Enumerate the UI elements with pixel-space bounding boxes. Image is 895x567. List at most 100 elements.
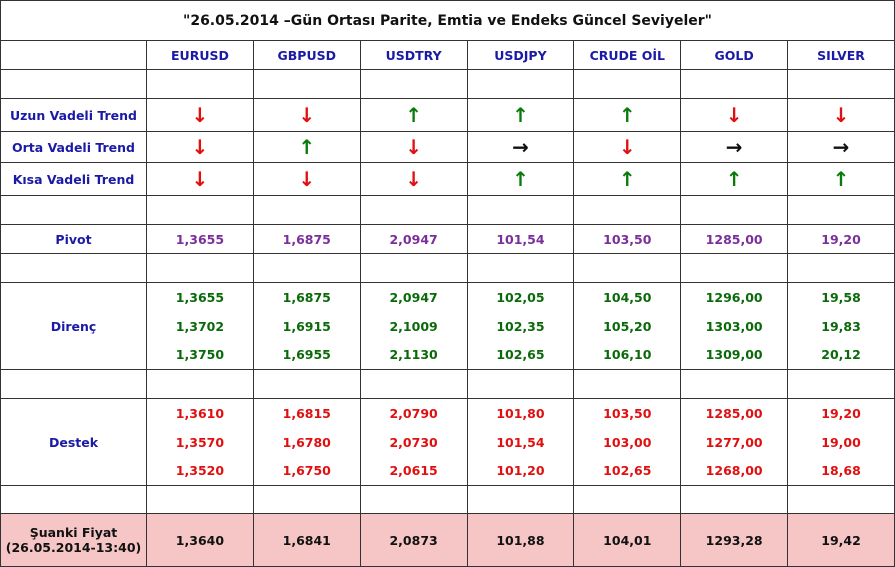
support-value: 101,20 — [466, 456, 575, 486]
empty-row — [0, 485, 895, 514]
support-value: 1,6750 — [252, 456, 361, 486]
empty-cell — [680, 253, 789, 283]
support-value: 19,20 — [787, 398, 895, 428]
column-header: EURUSD — [146, 40, 254, 70]
resistance-row: 1,3702 1,6915 2,1009 102,35 105,20 1303,00 19,… — [1, 311, 895, 341]
resistance-value: 2,1130 — [359, 340, 468, 370]
empty-cell — [0, 40, 147, 70]
empty-cell — [146, 195, 254, 225]
support-value: 101,54 — [466, 427, 575, 457]
empty-cell — [0, 485, 147, 514]
resistance-value: 1,3702 — [146, 311, 254, 341]
empty-cell — [252, 485, 361, 514]
empty-cell — [359, 485, 468, 514]
resistance-value: 102,05 — [466, 282, 575, 312]
current-value: 1,3640 — [146, 513, 254, 567]
empty-cell — [787, 369, 895, 399]
pivot-value: 101,54 — [466, 224, 575, 254]
row-label: Direnç — [0, 282, 147, 370]
empty-cell — [573, 253, 682, 283]
empty-cell — [146, 485, 254, 514]
support-value: 19,00 — [787, 427, 895, 457]
trend-arrow: ↑ — [573, 98, 682, 132]
title-row: "26.05.2014 –Gün Ortası Parite, Emtia ve… — [0, 0, 895, 41]
empty-cell — [573, 485, 682, 514]
support-value: 2,0790 — [359, 398, 468, 428]
current-value: 104,01 — [573, 513, 682, 567]
resistance-value: 1,3655 — [146, 282, 254, 312]
support-value: 1,3570 — [146, 427, 254, 457]
pivot-value: 1,6875 — [252, 224, 361, 254]
trend-arrow: ↓ — [573, 131, 682, 163]
trend-arrow: ↓ — [252, 98, 361, 132]
empty-cell — [573, 369, 682, 399]
support-value: 1,6815 — [252, 398, 361, 428]
trend-arrow: ↓ — [146, 162, 254, 196]
title: "26.05.2014 –Gün Ortası Parite, Emtia ve… — [0, 0, 895, 41]
empty-cell — [0, 195, 147, 225]
support-value: 18,68 — [787, 456, 895, 486]
resistance-value: 1,6915 — [252, 311, 361, 341]
pivot-value: 1285,00 — [680, 224, 789, 254]
empty-row — [0, 195, 895, 225]
trend-arrow: ↑ — [466, 98, 575, 132]
empty-cell — [359, 69, 468, 99]
trend-arrow: → — [787, 131, 895, 163]
row-label: Destek — [0, 398, 147, 486]
current-value: 19,42 — [787, 513, 895, 567]
resistance-value: 104,50 — [573, 282, 682, 312]
empty-cell — [680, 369, 789, 399]
resistance-value: 20,12 — [787, 340, 895, 370]
trend-arrow: ↓ — [146, 98, 254, 132]
trend-arrow: ↑ — [573, 162, 682, 196]
empty-cell — [359, 369, 468, 399]
column-header: USDTRY — [359, 40, 468, 70]
empty-cell — [0, 369, 147, 399]
empty-cell — [466, 195, 575, 225]
resistance-value: 105,20 — [573, 311, 682, 341]
empty-cell — [146, 253, 254, 283]
empty-cell — [359, 195, 468, 225]
empty-cell — [146, 69, 254, 99]
empty-cell — [359, 253, 468, 283]
column-header: GBPUSD — [252, 40, 361, 70]
empty-cell — [466, 69, 575, 99]
empty-cell — [252, 69, 361, 99]
support-row: 1,3520 1,6750 2,0615 101,20 102,65 1268,00 18,… — [1, 456, 895, 486]
row-label: Orta Vadeli Trend — [0, 131, 147, 163]
trend-row: Uzun Vadeli Trend ↓ ↓ ↑ ↑ ↑ ↓ ↓ — [0, 98, 895, 132]
resistance-value: 106,10 — [573, 340, 682, 370]
empty-cell — [252, 369, 361, 399]
support-value: 101,80 — [466, 398, 575, 428]
support-value: 2,0730 — [359, 427, 468, 457]
resistance-value: 19,83 — [787, 311, 895, 341]
resistance-value: 1,6875 — [252, 282, 361, 312]
empty-cell — [252, 253, 361, 283]
resistance-value: 1,6955 — [252, 340, 361, 370]
pivot-row: Pivot 1,3655 1,6875 2,0947 101,54 103,50 1285,… — [0, 224, 895, 254]
resistance-value: 102,35 — [466, 311, 575, 341]
pivot-value: 2,0947 — [359, 224, 468, 254]
support-value: 1,3520 — [146, 456, 254, 486]
empty-cell — [252, 195, 361, 225]
support-row: Destek 1,3610 1,6815 2,0790 101,80 103,50 1285… — [0, 398, 895, 486]
empty-cell — [573, 195, 682, 225]
trend-arrow: ↓ — [252, 162, 361, 196]
resistance-row: Direnç 1,3655 1,6875 2,0947 102,05 104,50 1296… — [0, 282, 895, 370]
column-header: USDJPY — [466, 40, 575, 70]
empty-cell — [680, 485, 789, 514]
pivot-value: 103,50 — [573, 224, 682, 254]
pivot-value: 1,3655 — [146, 224, 254, 254]
row-label: Kısa Vadeli Trend — [0, 162, 147, 196]
support-value: 103,50 — [573, 398, 682, 428]
trend-arrow: ↓ — [680, 98, 789, 132]
empty-cell — [0, 69, 147, 99]
empty-cell — [573, 69, 682, 99]
resistance-value: 1309,00 — [680, 340, 789, 370]
support-row: 1,3570 1,6780 2,0730 101,54 103,00 1277,00 19,… — [1, 427, 895, 457]
resistance-value: 2,1009 — [359, 311, 468, 341]
empty-cell — [787, 253, 895, 283]
empty-row — [0, 369, 895, 399]
empty-cell — [0, 253, 147, 283]
